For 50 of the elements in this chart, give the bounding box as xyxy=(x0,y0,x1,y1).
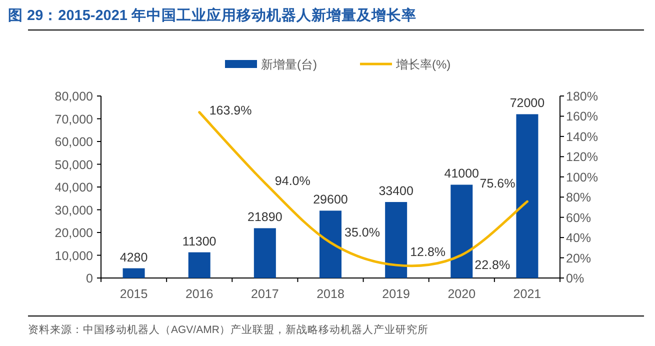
legend-label: 增长率(%) xyxy=(395,58,451,72)
x-tick-label: 2019 xyxy=(382,287,410,301)
y-tick-label: 40,000 xyxy=(54,180,94,194)
data-label: 12.8% xyxy=(410,245,446,260)
y2-tick-label: 180% xyxy=(566,90,598,104)
data-label: 11300 xyxy=(182,234,216,248)
x-tick-label: 2016 xyxy=(185,287,214,301)
data-label: 35.0% xyxy=(344,226,380,240)
data-label: 29600 xyxy=(313,192,348,207)
y-tick-label: 30,000 xyxy=(54,203,94,218)
x-tick-label: 2021 xyxy=(513,287,542,301)
data-label: 4280 xyxy=(120,250,148,264)
bar xyxy=(254,228,276,278)
y2-tick-label: 40% xyxy=(566,231,592,246)
y2-tick-label: 160% xyxy=(566,110,598,124)
data-label: 94.0% xyxy=(274,174,310,188)
y2-tick-label: 100% xyxy=(566,170,598,184)
bar xyxy=(122,268,145,278)
data-label: 75.6% xyxy=(480,176,516,191)
y2-tick-label: 0% xyxy=(566,272,584,286)
y2-tick-label: 140% xyxy=(566,130,598,144)
data-label: 33400 xyxy=(378,184,414,198)
text: 资料来源：中国移动机器人（AGV/AMR）产业联盟，新战略移动机器人产业研究所 xyxy=(28,323,428,336)
x-tick-label: 2015 xyxy=(120,287,148,301)
y-tick-label: 20,000 xyxy=(54,226,94,240)
bar xyxy=(385,202,408,278)
data-label: 22.8% xyxy=(474,258,510,272)
bar xyxy=(516,114,538,278)
x-tick-label: 2017 xyxy=(251,287,279,301)
chart-title: 图 29：2015-2021 年中国工业应用移动机器人新增量及增长率 xyxy=(8,6,417,24)
data-label: 21890 xyxy=(248,210,282,224)
y-tick-label: 10,000 xyxy=(54,248,94,263)
y2-tick-label: 120% xyxy=(566,150,598,164)
bar xyxy=(450,184,473,278)
y-tick-label: 0 xyxy=(86,272,94,286)
y2-tick-label: 60% xyxy=(566,210,592,225)
legend-label: 新增量(台) xyxy=(261,58,317,72)
data-label: 163.9% xyxy=(209,103,252,118)
y-tick-label: 80,000 xyxy=(54,90,94,104)
data-label: 41000 xyxy=(444,166,480,181)
x-tick-label: 2018 xyxy=(316,287,344,301)
x-tick-label: 2020 xyxy=(448,287,476,301)
bar xyxy=(320,210,342,278)
data-label: 72000 xyxy=(510,96,545,110)
y-tick-label: 70,000 xyxy=(54,112,94,126)
bar xyxy=(188,252,210,278)
y-tick-label: 60,000 xyxy=(54,135,94,149)
y2-tick-label: 20% xyxy=(566,251,592,266)
y2-tick-label: 80% xyxy=(566,190,592,205)
y-tick-label: 50,000 xyxy=(54,158,94,172)
